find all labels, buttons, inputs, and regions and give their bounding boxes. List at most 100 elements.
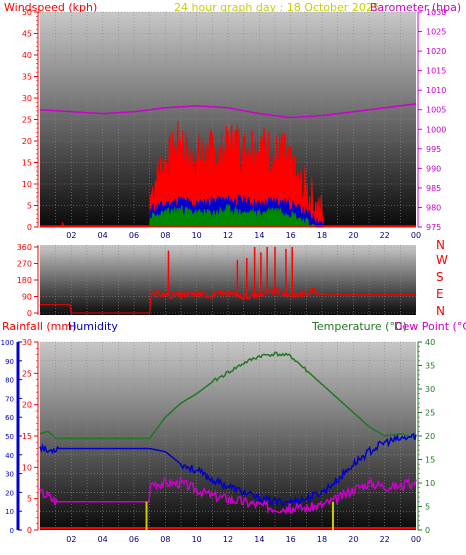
barometer-tick-label: 1000 bbox=[426, 125, 446, 134]
rainfall-tick-label: 70 bbox=[5, 395, 14, 403]
dewpoint-line bbox=[39, 475, 417, 516]
temperature-tick-label: 30 bbox=[425, 385, 435, 394]
barometer-tick-label: 1020 bbox=[426, 47, 446, 56]
direction-tick-label: 0 bbox=[27, 309, 32, 318]
humidity-tick-label: 10 bbox=[22, 463, 32, 472]
rainfall-tick-label: 0 bbox=[10, 527, 14, 535]
time-tick-label: 10 bbox=[192, 535, 202, 544]
direction-tick-label: 180 bbox=[17, 276, 32, 285]
direction-label-w: W bbox=[436, 253, 448, 267]
direction-tick-label: 360 bbox=[17, 243, 32, 252]
temperature-line bbox=[39, 351, 415, 440]
barometer-tick-label: 980 bbox=[426, 203, 441, 212]
temperature-tick-label: 0 bbox=[425, 526, 430, 535]
direction-label-s: S bbox=[436, 270, 444, 284]
time-tick-label: 12 bbox=[223, 231, 233, 240]
barometer-tick-label: 995 bbox=[426, 145, 441, 154]
time-tick-label: 14 bbox=[254, 535, 264, 544]
time-tick-label: 18 bbox=[317, 535, 327, 544]
temp-grid bbox=[40, 341, 416, 531]
windspeed-title: Windspeed (kph) bbox=[4, 1, 97, 14]
direction-tick-label: 270 bbox=[17, 260, 32, 269]
time-tick-label: 00 bbox=[411, 231, 421, 240]
wind-tick-label: 50 bbox=[22, 8, 32, 17]
rainfall-tick-label: 20 bbox=[5, 489, 14, 497]
wind-tick-label: 10 bbox=[22, 180, 32, 189]
series-group bbox=[39, 103, 417, 530]
barometer-tick-label: 1025 bbox=[426, 28, 446, 37]
wind-gust-area bbox=[40, 121, 416, 228]
time-tick-label: 14 bbox=[254, 231, 264, 240]
temperature-tick-label: 15 bbox=[425, 456, 435, 465]
barometer-tick-label: 985 bbox=[426, 184, 441, 193]
wind-tick-label: 35 bbox=[22, 73, 32, 82]
wind-tick-label: 20 bbox=[22, 137, 32, 146]
rainfall-tick-label: 90 bbox=[5, 358, 14, 366]
rainfall-tick-label: 30 bbox=[5, 471, 14, 479]
humidity-tick-label: 5 bbox=[27, 495, 32, 504]
dewpoint-title: Dew Point (°C) bbox=[394, 320, 466, 333]
rainfall-tick-label: 40 bbox=[5, 452, 14, 460]
temperature-tick-label: 20 bbox=[425, 432, 435, 441]
rainfall-tick-label: 80 bbox=[5, 377, 14, 385]
humidity-tick-label: 25 bbox=[22, 369, 32, 378]
rainfall-tick-label: 50 bbox=[5, 433, 14, 441]
rainfall-tick-label: 60 bbox=[5, 414, 14, 422]
time-tick-label: 16 bbox=[286, 535, 296, 544]
barometer-line bbox=[39, 103, 417, 119]
time-tick-label: 10 bbox=[192, 231, 202, 240]
humidity-tick-label: 15 bbox=[22, 432, 32, 441]
time-tick-label: 20 bbox=[348, 535, 358, 544]
temperature-tick-label: 25 bbox=[425, 409, 435, 418]
time-tick-label: 18 bbox=[317, 231, 327, 240]
temperature-tick-label: 5 bbox=[425, 503, 430, 512]
time-tick-label: 02 bbox=[66, 535, 76, 544]
time-tick-label: 04 bbox=[98, 231, 108, 240]
barometer-tick-label: 1005 bbox=[426, 106, 446, 115]
temperature-title: Temperature (°C) bbox=[311, 320, 407, 333]
direction-label-n-top: N bbox=[436, 238, 445, 252]
direction-panel-bg bbox=[40, 245, 416, 315]
wind-tick-label: 40 bbox=[22, 51, 32, 60]
time-tick-label: 22 bbox=[380, 535, 390, 544]
time-tick-label: 04 bbox=[98, 535, 108, 544]
time-tick-label: 20 bbox=[348, 231, 358, 240]
direction-tick-label: 90 bbox=[22, 293, 32, 302]
time-tick-label: 00 bbox=[411, 535, 421, 544]
rainfall-tick-label: 10 bbox=[5, 508, 14, 516]
graph-title: 24 hour graph day : 18 October 2025 bbox=[174, 1, 380, 14]
wind-tick-label: 0 bbox=[27, 223, 32, 232]
time-tick-label: 12 bbox=[223, 535, 233, 544]
direction-line bbox=[40, 286, 416, 314]
barometer-tick-label: 975 bbox=[426, 223, 441, 232]
direction-label-n-bottom: N bbox=[436, 304, 445, 318]
humidity-title: Humidity bbox=[68, 320, 118, 333]
rainfall-title: Rainfall (mm) bbox=[2, 320, 76, 333]
wind-tick-label: 5 bbox=[27, 202, 32, 211]
direction-label-e: E bbox=[436, 287, 444, 301]
axes-group: 0510152025303540455097598098599099510001… bbox=[1, 8, 447, 544]
temperature-tick-label: 35 bbox=[425, 362, 435, 371]
temperature-tick-label: 40 bbox=[425, 338, 435, 347]
barometer-tick-label: 1010 bbox=[426, 86, 446, 95]
time-tick-label: 08 bbox=[160, 535, 170, 544]
time-tick-label: 02 bbox=[66, 231, 76, 240]
rainfall-tick-label: 100 bbox=[1, 339, 14, 347]
temperature-tick-label: 10 bbox=[425, 479, 435, 488]
humidity-tick-label: 30 bbox=[22, 338, 32, 347]
humidity-tick-label: 20 bbox=[22, 401, 32, 410]
time-tick-label: 06 bbox=[129, 231, 139, 240]
wind-tick-label: 15 bbox=[22, 159, 32, 168]
barometer-title: Barometer (hpa) bbox=[370, 1, 461, 14]
time-tick-label: 06 bbox=[129, 535, 139, 544]
humidity-line bbox=[39, 432, 417, 507]
time-tick-label: 08 bbox=[160, 231, 170, 240]
barometer-tick-label: 990 bbox=[426, 164, 441, 173]
barometer-tick-label: 1015 bbox=[426, 67, 446, 76]
humidity-tick-label: 0 bbox=[27, 526, 32, 535]
wind-tick-label: 30 bbox=[22, 94, 32, 103]
barometer-tick-label: 1030 bbox=[426, 8, 446, 17]
time-tick-label: 16 bbox=[286, 231, 296, 240]
